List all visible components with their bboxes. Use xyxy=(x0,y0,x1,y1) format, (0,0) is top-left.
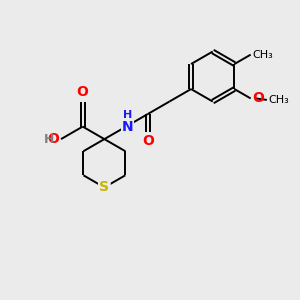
Text: O: O xyxy=(252,92,264,105)
Text: S: S xyxy=(99,180,110,194)
Text: CH₃: CH₃ xyxy=(252,50,273,60)
Text: N: N xyxy=(122,120,133,134)
Text: H: H xyxy=(44,133,54,146)
Text: O: O xyxy=(77,85,88,99)
Text: O: O xyxy=(48,132,59,146)
Text: CH₃: CH₃ xyxy=(268,95,289,105)
Text: H: H xyxy=(123,110,132,120)
Text: O: O xyxy=(142,134,154,148)
